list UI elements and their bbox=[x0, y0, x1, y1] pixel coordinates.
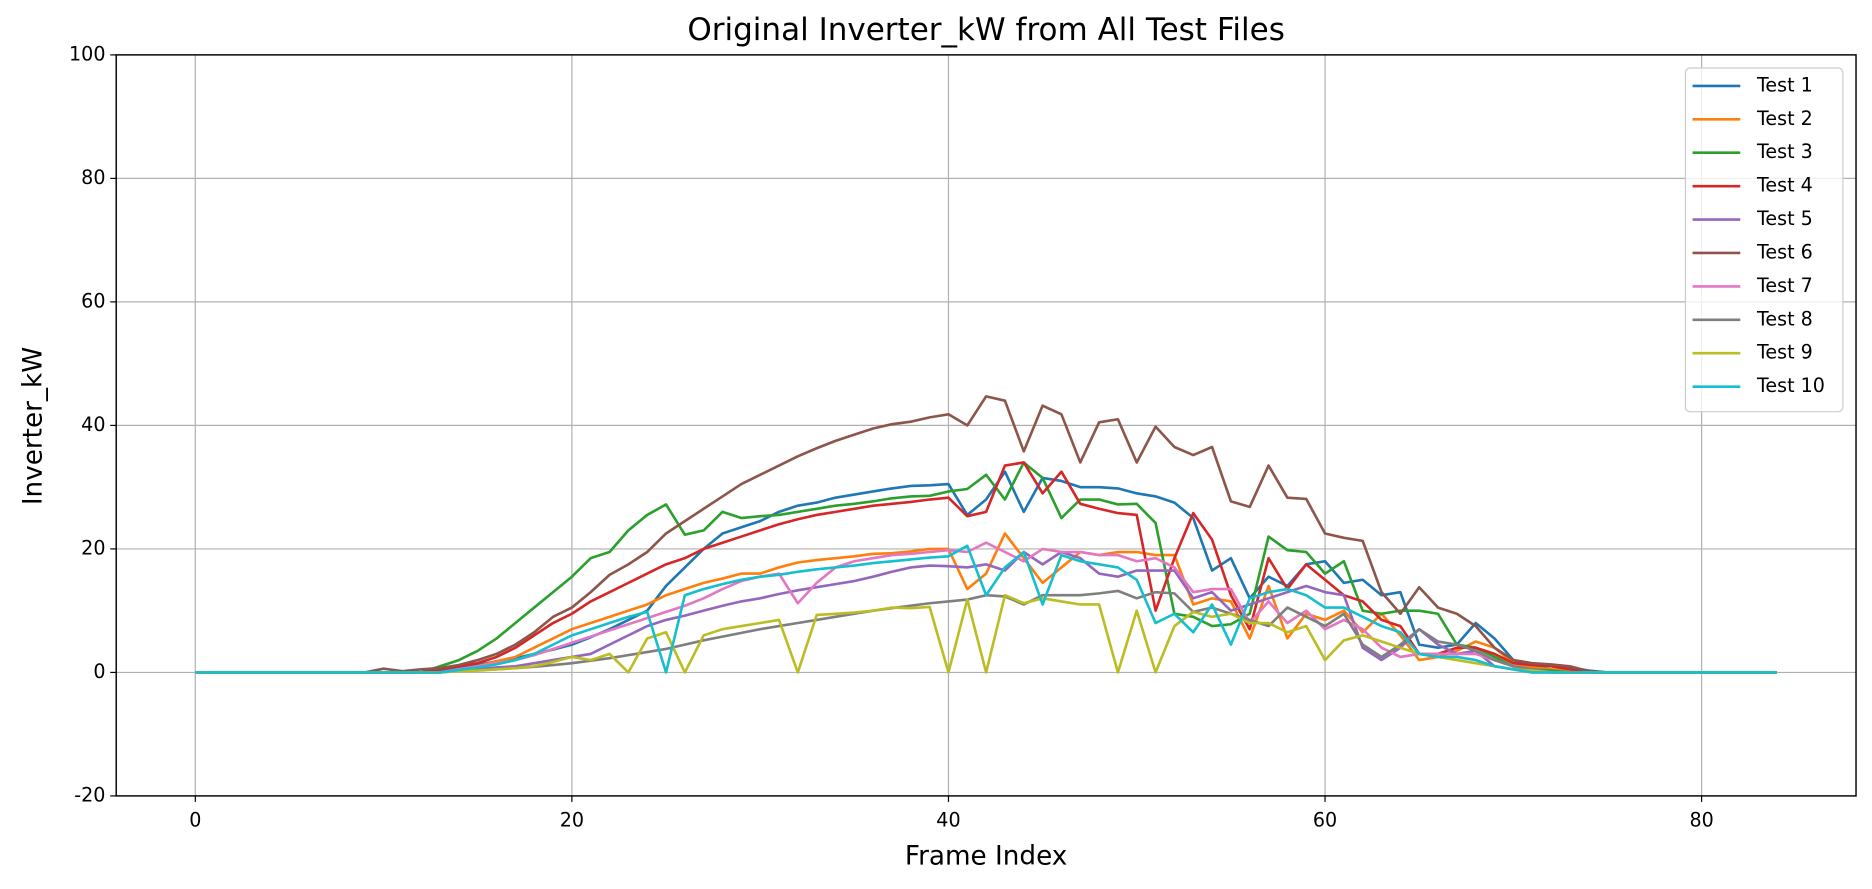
y-axis-label: Inverter_kW bbox=[18, 347, 48, 505]
legend-label: Test 10 bbox=[1756, 374, 1825, 397]
data-line bbox=[195, 589, 1777, 674]
y-tick-label: 100 bbox=[69, 42, 105, 65]
legend-label: Test 1 bbox=[1756, 73, 1813, 96]
legend-label: Test 6 bbox=[1756, 240, 1813, 263]
y-tick-label: 40 bbox=[81, 413, 105, 436]
data-line bbox=[195, 461, 1777, 674]
legend-label: Test 4 bbox=[1756, 174, 1813, 197]
data-line bbox=[195, 544, 1777, 674]
data-line bbox=[195, 593, 1777, 674]
chart-title: Original Inverter_kW from All Test Files bbox=[687, 12, 1285, 48]
x-tick-label: 20 bbox=[560, 808, 584, 831]
y-tick-label: 20 bbox=[81, 536, 105, 559]
x-tick-label: 0 bbox=[189, 808, 201, 831]
data-line bbox=[195, 461, 1777, 674]
data-line bbox=[195, 541, 1777, 674]
x-axis-label: Frame Index bbox=[905, 841, 1067, 871]
legend-label: Test 3 bbox=[1756, 140, 1813, 163]
legend-label: Test 2 bbox=[1756, 107, 1813, 130]
legend-label: Test 5 bbox=[1756, 207, 1813, 230]
plot-frame bbox=[115, 54, 1857, 797]
y-tick-label: 80 bbox=[81, 166, 105, 189]
y-tick-label: 60 bbox=[81, 289, 105, 312]
data-line bbox=[195, 395, 1777, 674]
x-tick-label: 40 bbox=[936, 808, 960, 831]
data-line bbox=[195, 550, 1777, 674]
y-tick-label: -20 bbox=[74, 783, 105, 806]
data-line bbox=[195, 532, 1777, 674]
x-tick-label: 60 bbox=[1313, 808, 1337, 831]
y-tick-label: 0 bbox=[93, 660, 105, 683]
x-tick-label: 80 bbox=[1689, 808, 1713, 831]
legend: Test 1 Test 2 Test 3 Test 4 Test 5 Test 6 Test… bbox=[1684, 67, 1844, 413]
legend-label: Test 8 bbox=[1756, 307, 1813, 330]
legend-label: Test 7 bbox=[1756, 274, 1813, 297]
legend-label: Test 9 bbox=[1756, 341, 1813, 364]
